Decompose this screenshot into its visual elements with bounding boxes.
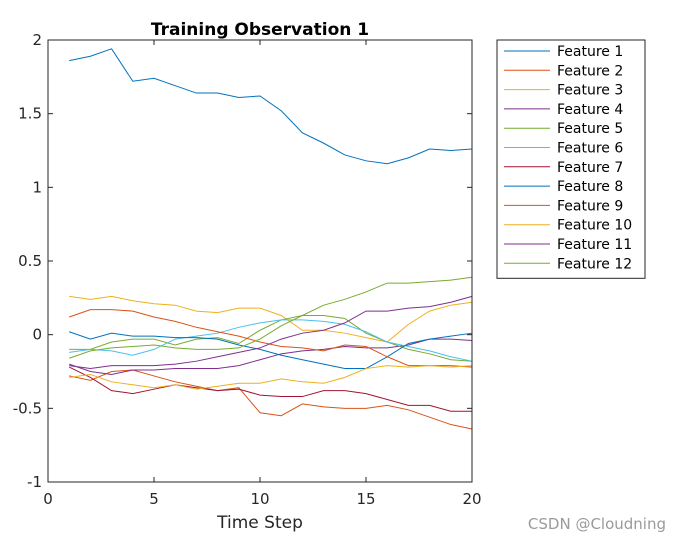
series-line-feature-7	[68, 366, 472, 412]
legend-label-feature-6: Feature 6	[557, 141, 623, 157]
series-line-feature-10	[69, 365, 473, 390]
chart-title: Training Observation 1	[151, 20, 369, 40]
legend-label-feature-8: Feature 8	[557, 179, 623, 195]
y-tick-label: 2	[32, 31, 42, 49]
legend-label-feature-12: Feature 12	[557, 256, 632, 272]
x-tick-label: 0	[43, 490, 53, 508]
legend-label-feature-9: Feature 9	[557, 198, 623, 214]
series-line-feature-1	[69, 48, 473, 165]
series-line-feature-9	[69, 309, 473, 368]
y-tick-label: 0.5	[18, 252, 42, 270]
x-tick-label: 20	[462, 490, 481, 508]
series-line-feature-3	[69, 295, 473, 343]
series-line-feature-8	[69, 331, 473, 370]
legend-label-feature-10: Feature 10	[557, 218, 632, 234]
x-tick-label: 5	[149, 490, 159, 508]
watermark: CSDN @Cloudning	[527, 515, 666, 533]
x-axis-title: Time Step	[216, 513, 303, 533]
legend-label-feature-2: Feature 2	[557, 63, 623, 79]
y-tick-label: -1	[27, 473, 42, 491]
series-line-feature-12	[69, 276, 473, 359]
y-tick-label: -0.5	[13, 399, 42, 417]
x-tick-label: 10	[250, 490, 269, 508]
y-tick-label: 0	[32, 326, 42, 344]
legend-label-feature-3: Feature 3	[557, 83, 623, 99]
series-line-feature-5	[69, 315, 473, 362]
plot-area	[48, 40, 473, 482]
legend-label-feature-1: Feature 1	[557, 44, 623, 60]
legend-box	[496, 39, 646, 279]
x-tick-label: 15	[356, 490, 375, 508]
legend-label-feature-4: Feature 4	[557, 102, 623, 118]
legend-label-feature-5: Feature 5	[557, 121, 623, 137]
legend: Feature 1 Feature 2 Feature 3 Feature 4 Feat…	[496, 39, 646, 279]
y-tick-label: 1.5	[18, 105, 42, 123]
plot-background	[48, 40, 472, 482]
axes: 0 5 10 15 20 -1 -0.5 0 0.5 1 1.5 2	[13, 31, 482, 508]
legend-label-feature-11: Feature 11	[557, 237, 632, 253]
y-tick-label: 1	[32, 178, 42, 196]
series-line-feature-11	[69, 295, 473, 370]
legend-label-feature-7: Feature 7	[557, 160, 623, 176]
series-line-feature-2	[69, 369, 473, 430]
